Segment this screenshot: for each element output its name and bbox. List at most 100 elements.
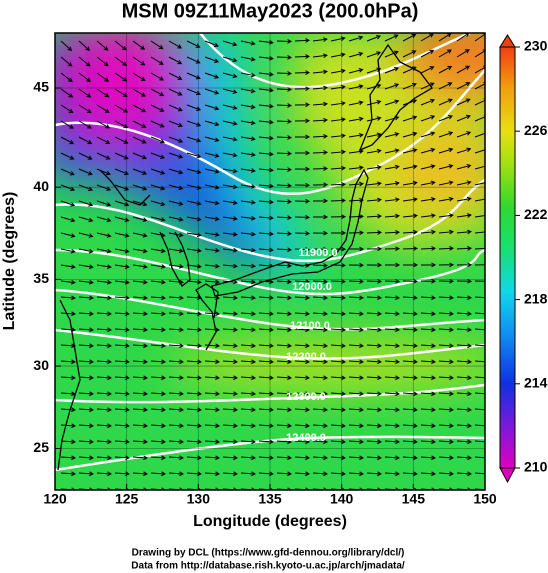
wind-arrow bbox=[78, 104, 92, 114]
wind-arrow bbox=[276, 359, 293, 365]
wind-arrow bbox=[204, 232, 220, 237]
wind-arrow bbox=[114, 200, 130, 207]
wind-arrow bbox=[456, 49, 470, 58]
wind-arrow bbox=[132, 279, 148, 285]
wind-arrow bbox=[168, 279, 184, 285]
colorbar-tick-label: 214 bbox=[524, 375, 548, 391]
wind-arrow bbox=[78, 471, 95, 477]
wind-arrow bbox=[132, 471, 149, 477]
wind-arrow bbox=[186, 56, 201, 64]
wind-arrow bbox=[132, 359, 149, 365]
wind-arrow bbox=[132, 248, 148, 254]
wind-arrow bbox=[456, 98, 471, 106]
wind-arrow bbox=[348, 327, 365, 333]
wind-arrow bbox=[204, 56, 220, 63]
wind-arrow bbox=[384, 343, 401, 349]
wind-arrow bbox=[114, 104, 129, 113]
wind-arrow bbox=[132, 232, 148, 238]
wind-arrow bbox=[60, 248, 76, 254]
wind-arrow bbox=[348, 343, 365, 349]
wind-arrow bbox=[294, 86, 311, 92]
wind-arrow bbox=[240, 343, 257, 349]
wind-arrow bbox=[168, 216, 184, 222]
wind-arrow bbox=[114, 327, 131, 333]
wind-arrow bbox=[150, 120, 165, 128]
wind-arrow bbox=[402, 99, 418, 106]
wind-arrow bbox=[186, 279, 202, 285]
wind-arrow bbox=[186, 168, 202, 175]
wind-arrow bbox=[456, 114, 471, 122]
wind-arrow bbox=[222, 391, 239, 397]
wind-arrow bbox=[438, 359, 455, 365]
wind-arrow bbox=[384, 391, 401, 397]
wind-arrow bbox=[186, 40, 201, 48]
wind-arrow bbox=[204, 343, 221, 349]
wind-arrow bbox=[150, 104, 165, 112]
wind-arrow bbox=[150, 375, 167, 381]
wind-arrow bbox=[186, 423, 203, 429]
wind-arrow bbox=[348, 84, 364, 90]
wind-arrow bbox=[312, 133, 329, 139]
wind-arrow bbox=[78, 311, 95, 317]
wind-arrow bbox=[150, 248, 166, 254]
field: 11900.0 12000.0 12100.0 12200.0 12300.0 12400… bbox=[55, 33, 485, 490]
wind-arrow bbox=[330, 117, 346, 122]
wind-arrow bbox=[204, 375, 221, 381]
wind-arrow bbox=[402, 164, 418, 170]
wind-arrow bbox=[330, 311, 347, 317]
wind-arrow bbox=[186, 216, 202, 222]
wind-arrow bbox=[384, 439, 401, 445]
wind-arrow bbox=[420, 407, 437, 413]
wind-arrow bbox=[402, 229, 419, 235]
wind-arrow bbox=[384, 66, 400, 74]
wind-arrow bbox=[276, 119, 293, 124]
wind-arrow bbox=[438, 229, 454, 235]
x-tick-label: 125 bbox=[115, 491, 139, 507]
wind-arrow bbox=[348, 311, 365, 317]
wind-arrow bbox=[222, 359, 239, 365]
wind-arrow bbox=[294, 214, 311, 220]
wind-arrow bbox=[204, 311, 221, 317]
wind-arrow bbox=[366, 455, 383, 461]
wind-arrow bbox=[438, 375, 455, 381]
wind-arrow bbox=[114, 264, 130, 269]
wind-arrow bbox=[330, 133, 346, 139]
wind-arrow bbox=[78, 40, 91, 52]
wind-arrow bbox=[96, 471, 113, 477]
wind-arrow bbox=[150, 152, 166, 159]
wind-arrow bbox=[438, 196, 454, 202]
wind-arrow bbox=[204, 184, 220, 190]
y-axis-label: Latitude (degrees) bbox=[1, 192, 18, 331]
wind-arrow bbox=[96, 359, 113, 365]
wind-arrow bbox=[222, 375, 239, 381]
wind-arrow bbox=[294, 134, 311, 140]
wind-arrow bbox=[78, 343, 95, 349]
wind-arrow bbox=[384, 327, 401, 333]
wind-arrow bbox=[330, 101, 346, 106]
wind-arrow bbox=[474, 247, 485, 250]
wind-arrow bbox=[456, 246, 473, 251]
wind-arrow bbox=[258, 231, 274, 237]
wind-arrow bbox=[456, 295, 473, 301]
wind-arrow bbox=[114, 216, 130, 223]
wind-arrow bbox=[114, 423, 131, 429]
wind-arrow bbox=[474, 376, 485, 379]
wind-arrow bbox=[474, 424, 485, 427]
wind-arrow bbox=[78, 391, 95, 397]
wind-arrow bbox=[96, 88, 110, 98]
wind-arrow bbox=[402, 423, 419, 429]
wind-arrow bbox=[60, 264, 76, 270]
wind-arrow bbox=[132, 295, 148, 301]
wind-arrow bbox=[132, 423, 149, 429]
wind-arrow bbox=[96, 216, 112, 223]
wind-arrow bbox=[258, 407, 275, 413]
wind-arrow bbox=[132, 72, 146, 82]
wind-arrow bbox=[330, 327, 347, 333]
wind-arrow bbox=[258, 439, 275, 445]
wind-arrow bbox=[420, 278, 437, 284]
wind-arrow bbox=[60, 200, 76, 207]
wind-arrow bbox=[276, 343, 293, 349]
wind-arrow bbox=[222, 104, 238, 110]
wind-arrow bbox=[60, 72, 73, 83]
wind-arrow bbox=[456, 82, 471, 90]
